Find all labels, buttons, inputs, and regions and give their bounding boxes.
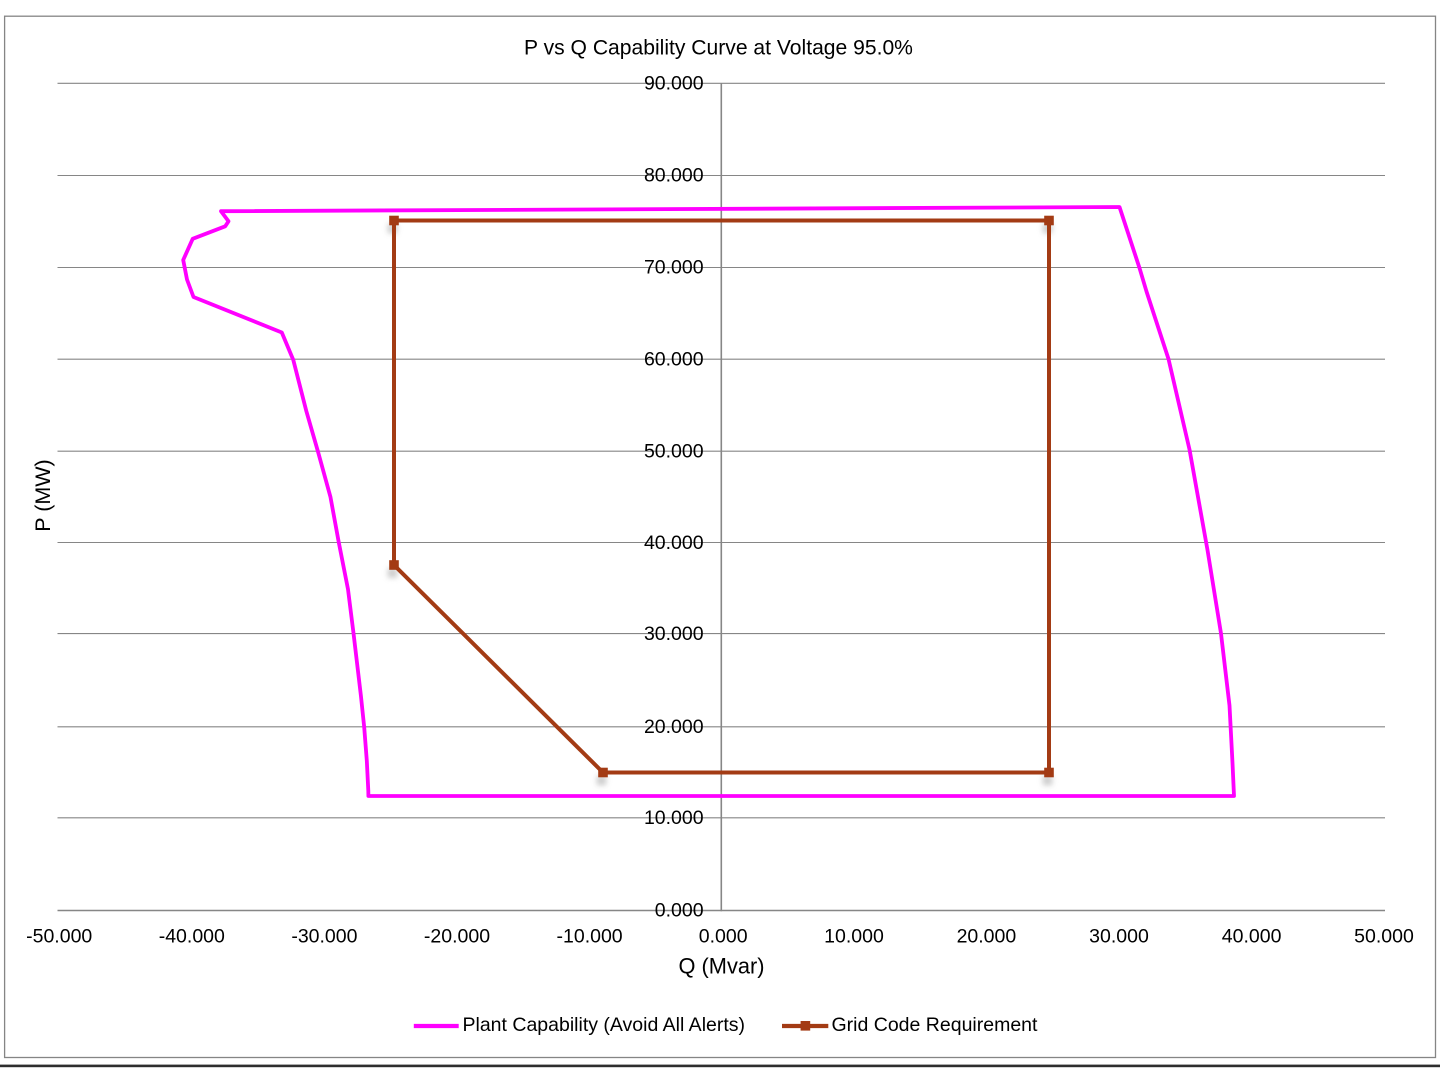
svg-text:40.000: 40.000 <box>644 532 704 554</box>
svg-text:30.000: 30.000 <box>1089 926 1149 948</box>
svg-text:20.000: 20.000 <box>644 716 704 738</box>
svg-text:70.000: 70.000 <box>644 257 704 279</box>
svg-text:60.000: 60.000 <box>644 348 704 370</box>
svg-text:80.000: 80.000 <box>644 165 704 187</box>
svg-text:40.000: 40.000 <box>1222 926 1282 948</box>
svg-text:P vs Q Capability Curve at Vol: P vs Q Capability Curve at Voltage 95.0% <box>524 36 913 59</box>
svg-text:10.000: 10.000 <box>824 926 884 948</box>
svg-text:0.000: 0.000 <box>699 926 748 948</box>
svg-text:-10.000: -10.000 <box>557 926 623 948</box>
svg-text:Plant Capability (Avoid All Al: Plant Capability (Avoid All Alerts) <box>463 1014 746 1036</box>
svg-text:-50.000: -50.000 <box>26 926 92 948</box>
svg-text:50.000: 50.000 <box>644 440 704 462</box>
svg-text:0.000: 0.000 <box>655 900 704 922</box>
svg-text:Grid Code Requirement: Grid Code Requirement <box>832 1014 1039 1036</box>
svg-text:-30.000: -30.000 <box>291 926 357 948</box>
svg-text:20.000: 20.000 <box>957 926 1017 948</box>
svg-text:50.000: 50.000 <box>1354 926 1414 948</box>
svg-text:Q (Mvar): Q (Mvar) <box>679 954 765 979</box>
svg-text:-40.000: -40.000 <box>159 926 225 948</box>
svg-text:30.000: 30.000 <box>644 623 704 645</box>
svg-text:10.000: 10.000 <box>644 807 704 829</box>
svg-text:-20.000: -20.000 <box>424 926 490 948</box>
svg-text:P (MW): P (MW) <box>31 459 55 531</box>
svg-text:90.000: 90.000 <box>644 73 704 95</box>
